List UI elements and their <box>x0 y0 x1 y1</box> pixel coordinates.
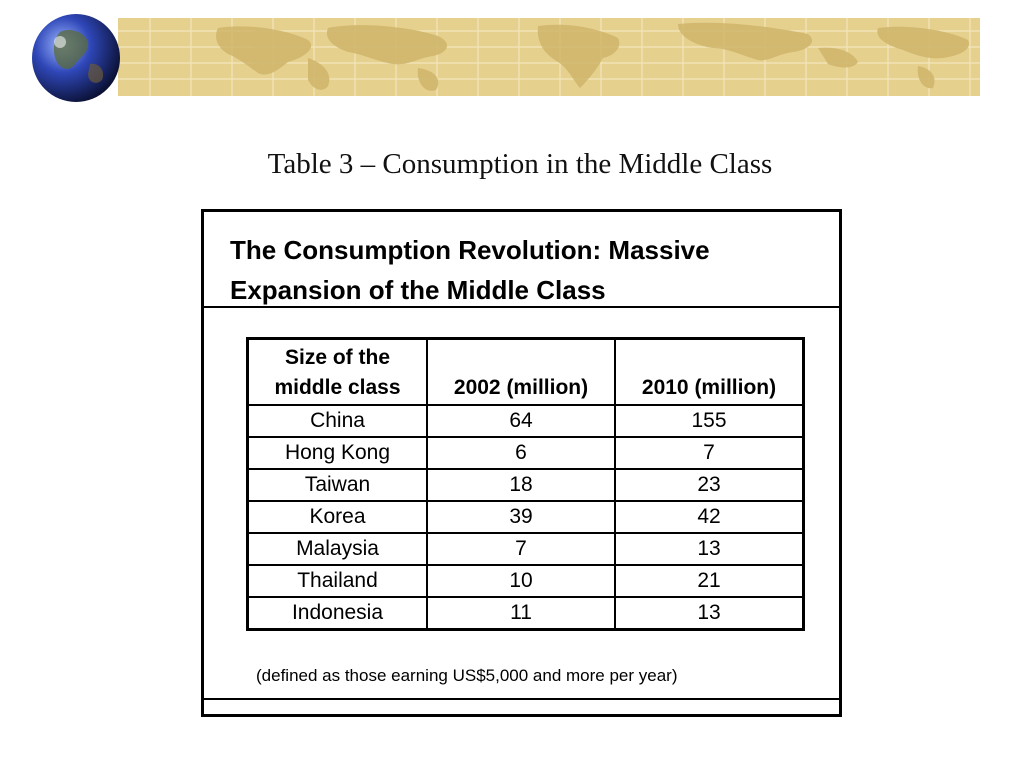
world-map-banner <box>118 18 980 96</box>
table-row: Thailand 10 21 <box>246 564 805 598</box>
value-2002-cell: 10 <box>426 564 616 598</box>
country-cell: Hong Kong <box>246 436 428 470</box>
value-2010-cell: 13 <box>614 596 805 631</box>
value-2002-cell: 11 <box>426 596 616 631</box>
table-row: Korea 39 42 <box>246 500 805 534</box>
value-2010-cell: 42 <box>614 500 805 534</box>
table-row: Malaysia 7 13 <box>246 532 805 566</box>
value-2002-cell: 64 <box>426 404 616 438</box>
table-frame: The Consumption Revolution: Massive Expa… <box>201 209 842 717</box>
title-divider <box>204 306 839 308</box>
bottom-divider <box>204 698 839 700</box>
table-row: Taiwan 18 23 <box>246 468 805 502</box>
table-header-row: Size of the middle class 2002 (million) … <box>246 337 805 406</box>
value-2002-cell: 39 <box>426 500 616 534</box>
value-2002-cell: 6 <box>426 436 616 470</box>
table-row: Hong Kong 6 7 <box>246 436 805 470</box>
country-cell: Malaysia <box>246 532 428 566</box>
footnote: (defined as those earning US$5,000 and m… <box>256 666 678 685</box>
value-2010-cell: 7 <box>614 436 805 470</box>
value-2010-cell: 13 <box>614 532 805 566</box>
box-title: The Consumption Revolution: Massive Expa… <box>230 235 710 305</box>
middle-class-table: Size of the middle class 2002 (million) … <box>246 337 805 631</box>
header-size: Size of the middle class <box>246 337 428 406</box>
value-2010-cell: 21 <box>614 564 805 598</box>
value-2010-cell: 23 <box>614 468 805 502</box>
country-cell: Thailand <box>246 564 428 598</box>
country-cell: Indonesia <box>246 596 428 631</box>
header-2002: 2002 (million) <box>426 337 616 406</box>
table-row: Indonesia 11 13 <box>246 596 805 631</box>
slide-title: Table 3 – Consumption in the Middle Clas… <box>267 148 773 180</box>
header-2010: 2010 (million) <box>614 337 805 406</box>
country-cell: Taiwan <box>246 468 428 502</box>
globe-icon <box>30 12 122 104</box>
country-cell: China <box>246 404 428 438</box>
country-cell: Korea <box>246 500 428 534</box>
value-2010-cell: 155 <box>614 404 805 438</box>
table-row: China 64 155 <box>246 404 805 438</box>
value-2002-cell: 7 <box>426 532 616 566</box>
value-2002-cell: 18 <box>426 468 616 502</box>
